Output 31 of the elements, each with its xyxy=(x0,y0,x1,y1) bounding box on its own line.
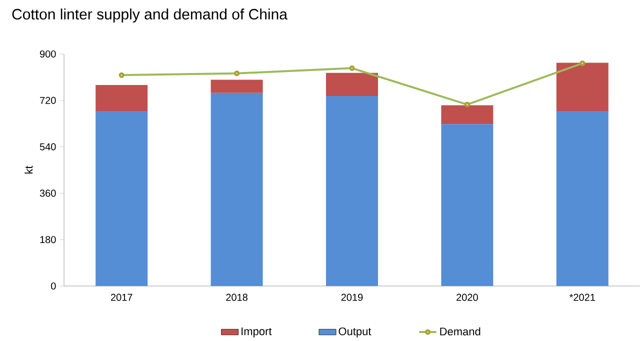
bar xyxy=(326,72,378,96)
legend-label: Demand xyxy=(440,327,480,336)
bar xyxy=(556,62,608,111)
y-tick-label: 720 xyxy=(40,96,56,104)
bar xyxy=(441,105,494,124)
x-tick-label: 2020 xyxy=(456,294,478,301)
bar xyxy=(441,124,494,286)
y-tick-label: 180 xyxy=(40,236,56,244)
point xyxy=(464,102,470,108)
bar xyxy=(556,110,608,286)
bar xyxy=(96,84,148,111)
bar xyxy=(326,96,378,286)
point xyxy=(234,70,240,76)
legend-label: Import xyxy=(242,328,272,338)
point xyxy=(349,65,355,71)
y-tick-label: 900 xyxy=(40,50,56,58)
y-tick-label: 540 xyxy=(40,143,56,150)
x-tick-label: 2018 xyxy=(226,294,248,301)
bar xyxy=(96,110,148,286)
legend-label: Output xyxy=(338,327,372,338)
bar xyxy=(210,80,263,93)
point xyxy=(580,60,586,66)
x-tick-label: 2019 xyxy=(341,294,363,301)
x-tick-label: 2017 xyxy=(110,294,132,301)
bar xyxy=(210,92,263,286)
y-axis-title: kt xyxy=(24,166,33,174)
y-tick-label: 360 xyxy=(40,190,56,197)
y-tick-label: 0 xyxy=(51,282,56,290)
x-tick-label: *2021 xyxy=(569,294,595,301)
chart-title: Cotton linter supply and demand of China xyxy=(12,8,288,23)
point xyxy=(118,72,124,78)
